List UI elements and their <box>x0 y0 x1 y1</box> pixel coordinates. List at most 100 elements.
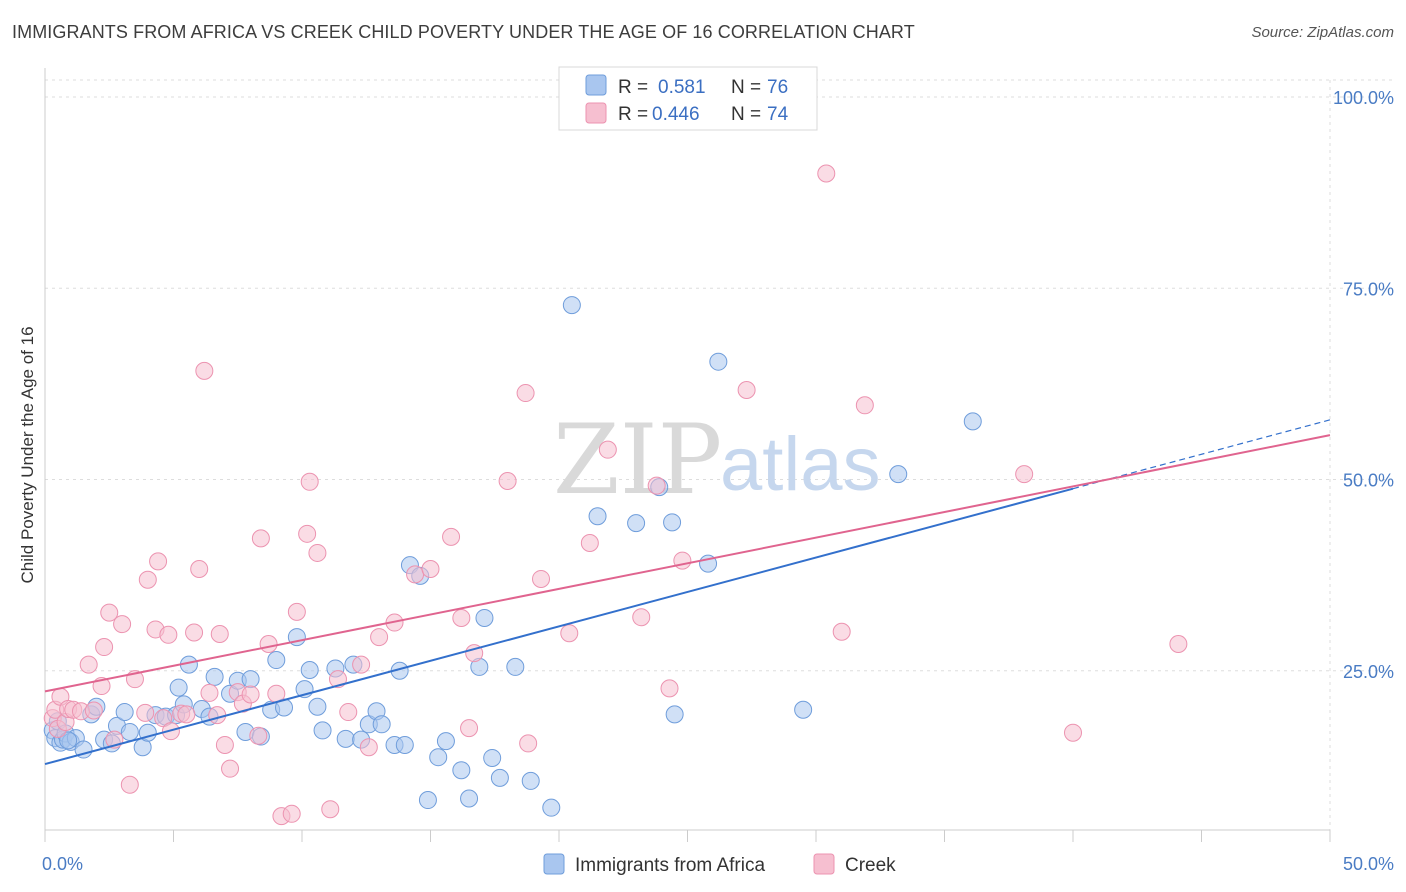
point-africa-33 <box>267 651 286 670</box>
bottom-legend-label-creek: Creek <box>845 855 896 876</box>
point-africa-69 <box>665 705 684 724</box>
point-creek-29 <box>200 683 219 702</box>
point-creek-75 <box>1015 465 1034 484</box>
point-creek-74 <box>855 396 874 415</box>
point-africa-8 <box>74 740 93 759</box>
point-creek-77 <box>1169 634 1188 653</box>
point-africa-58 <box>475 608 494 627</box>
point-africa-74 <box>963 412 982 431</box>
point-creek-70 <box>673 551 692 570</box>
watermark-zip: ZIP <box>553 404 722 516</box>
point-africa-62 <box>521 771 540 790</box>
legend-r-label-africa: R = <box>618 77 648 98</box>
point-creek-45 <box>300 472 319 491</box>
bottom-legend: Immigrants from Africa Creek <box>543 853 896 876</box>
point-creek-11 <box>95 638 114 657</box>
point-africa-38 <box>308 697 327 716</box>
point-creek-32 <box>215 735 234 754</box>
point-creek-9 <box>84 701 103 720</box>
point-creek-48 <box>328 670 347 689</box>
y-tick-labels: 25.0% 50.0% 75.0% 100.0% <box>1333 88 1394 682</box>
watermark-atlas: atlas <box>720 422 881 507</box>
point-creek-12 <box>100 603 119 622</box>
series-creek-points <box>43 164 1188 826</box>
point-africa-15 <box>120 722 139 741</box>
point-creek-47 <box>321 800 340 819</box>
point-africa-41 <box>336 729 355 748</box>
point-creek-62 <box>519 734 538 753</box>
point-africa-75 <box>59 731 78 750</box>
point-creek-54 <box>406 565 425 584</box>
point-africa-64 <box>562 296 581 315</box>
point-creek-36 <box>241 685 260 704</box>
point-africa-49 <box>395 735 414 754</box>
point-creek-43 <box>287 602 306 621</box>
trend-lines <box>44 419 1331 766</box>
y-tick-label-2: 75.0% <box>1343 279 1394 299</box>
point-creek-15 <box>120 775 139 794</box>
point-creek-49 <box>339 703 358 722</box>
point-africa-30 <box>241 670 260 689</box>
point-creek-20 <box>149 552 168 571</box>
x-tick-label-min: 0.0% <box>42 854 83 874</box>
trend-line-africa <box>44 487 1074 766</box>
y-tick-label-1: 50.0% <box>1343 471 1394 491</box>
point-creek-56 <box>442 527 461 546</box>
x-tick-label-max: 50.0% <box>1343 854 1394 874</box>
point-creek-26 <box>185 623 204 642</box>
legend-r-value-africa: 0.581 <box>658 77 706 98</box>
point-creek-58 <box>460 719 479 738</box>
y-tick-label-3: 100.0% <box>1333 88 1394 108</box>
point-creek-28 <box>195 361 214 380</box>
point-africa-71 <box>709 352 728 371</box>
y-tick-label-0: 25.0% <box>1343 662 1394 682</box>
point-creek-65 <box>580 533 599 552</box>
axes <box>44 68 1331 842</box>
point-creek-31 <box>210 625 229 644</box>
point-creek-46 <box>308 543 327 562</box>
point-africa-46 <box>372 715 391 734</box>
point-creek-14 <box>113 615 132 634</box>
point-africa-65 <box>588 507 607 526</box>
point-africa-55 <box>452 761 471 780</box>
legend-n-label-africa: N = <box>731 77 761 98</box>
point-creek-66 <box>598 440 617 459</box>
point-africa-63 <box>542 798 561 817</box>
trend-line-creek <box>44 434 1331 693</box>
y-axis-label: Child Poverty Under the Age of 16 <box>18 326 37 583</box>
point-creek-72 <box>817 164 836 183</box>
point-africa-39 <box>313 721 332 740</box>
point-creek-63 <box>532 569 551 588</box>
point-africa-52 <box>418 791 437 810</box>
point-creek-60 <box>498 472 517 491</box>
point-creek-73 <box>832 622 851 641</box>
point-africa-53 <box>429 748 448 767</box>
legend-swatch-creek <box>585 102 607 124</box>
point-creek-64 <box>560 624 579 643</box>
bottom-legend-swatch-creek <box>813 853 835 875</box>
chart-title: IMMIGRANTS FROM AFRICA VS CREEK CHILD PO… <box>12 22 915 42</box>
point-creek-76 <box>1064 723 1082 742</box>
point-africa-14 <box>115 703 134 722</box>
point-africa-59 <box>483 748 502 767</box>
point-creek-61 <box>516 384 535 403</box>
point-creek-57 <box>452 608 471 627</box>
point-creek-27 <box>190 560 209 579</box>
point-creek-33 <box>221 759 240 778</box>
point-creek-22 <box>159 625 178 644</box>
point-creek-42 <box>282 804 301 823</box>
point-africa-60 <box>490 768 509 787</box>
point-creek-71 <box>737 380 756 399</box>
point-africa-37 <box>300 660 319 679</box>
point-creek-50 <box>352 655 371 674</box>
legend: R = 0.581 N = 76 R = 0.446 N = 74 <box>558 66 818 131</box>
point-africa-34 <box>275 698 294 717</box>
point-africa-66 <box>627 514 646 533</box>
watermark: ZIP atlas <box>553 404 881 516</box>
legend-r-label-creek: R = <box>618 104 648 125</box>
point-africa-21 <box>169 678 188 697</box>
point-creek-17 <box>136 703 155 722</box>
point-creek-68 <box>647 476 666 495</box>
legend-n-value-creek: 74 <box>767 104 789 125</box>
